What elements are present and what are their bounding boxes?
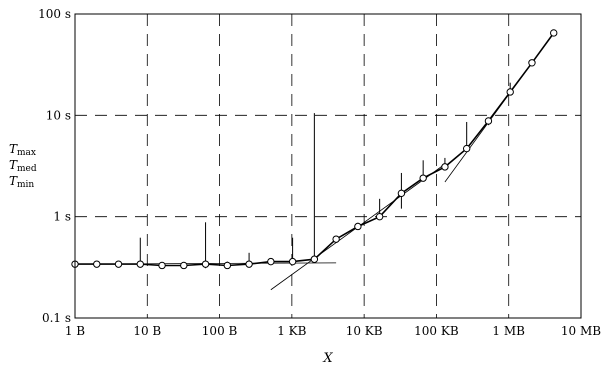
data-point bbox=[310, 255, 319, 263]
x-tick-label: 10 MB bbox=[561, 324, 601, 338]
x-tick-label: 1 MB bbox=[492, 324, 525, 338]
data-point bbox=[419, 174, 427, 182]
y-legend-max: Tmax bbox=[9, 142, 36, 158]
plot-frame bbox=[74, 13, 582, 319]
x-tick-label: 100 B bbox=[202, 324, 238, 338]
data-point bbox=[354, 222, 362, 231]
data-point bbox=[375, 212, 384, 221]
data-point bbox=[201, 260, 210, 268]
y-legend-min: Tmin bbox=[9, 174, 34, 190]
data-point bbox=[332, 235, 340, 243]
y-legend-med: Tmed bbox=[9, 158, 37, 174]
data-point bbox=[223, 261, 232, 270]
data-point bbox=[550, 29, 558, 37]
x-tick-label: 10 B bbox=[133, 324, 161, 338]
data-point bbox=[484, 117, 493, 125]
data-point bbox=[397, 189, 406, 198]
data-point bbox=[441, 163, 449, 171]
data-point bbox=[245, 260, 253, 268]
grid-lines bbox=[75, 14, 581, 318]
data-point bbox=[114, 260, 123, 268]
data-point bbox=[506, 88, 514, 96]
data-point bbox=[136, 260, 144, 268]
data-point bbox=[267, 257, 275, 266]
x-tick-label: 10 KB bbox=[346, 324, 383, 338]
x-tick-label: 1 KB bbox=[277, 324, 306, 338]
y-tick-labels: 0.1 s 1 s 10 s 100 s bbox=[38, 7, 71, 325]
data-point bbox=[288, 257, 297, 266]
data-point bbox=[528, 59, 536, 67]
data-point bbox=[180, 261, 188, 270]
data-point bbox=[93, 260, 101, 268]
y-tick-label: 10 s bbox=[46, 108, 71, 122]
error-bars bbox=[74, 30, 555, 269]
x-tick-label: 1 B bbox=[65, 324, 85, 338]
x-tick-label: 100 KB bbox=[414, 324, 459, 338]
y-tick-label: 0.1 s bbox=[42, 311, 71, 325]
data-series bbox=[71, 29, 558, 270]
y-tick-label: 1 s bbox=[53, 210, 71, 224]
data-point bbox=[158, 261, 166, 270]
x-tick-labels: 1 B 10 B 100 B 1 KB 10 KB 100 KB 1 MB 10 MB bbox=[65, 324, 601, 338]
data-point bbox=[462, 144, 471, 153]
y-tick-label: 100 s bbox=[38, 7, 71, 21]
x-axis-title: X bbox=[322, 351, 333, 366]
